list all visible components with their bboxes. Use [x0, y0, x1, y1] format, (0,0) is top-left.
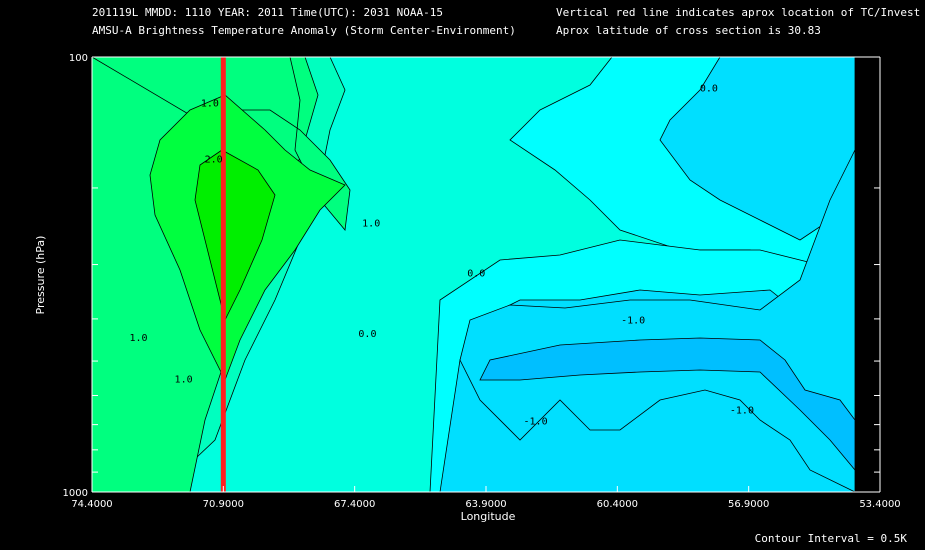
axes: [91, 56, 881, 493]
x-axis-label: Longitude: [461, 510, 516, 523]
contour-interval: Contour Interval = 0.5K: [754, 532, 907, 545]
contour-label: 1.0: [175, 374, 193, 385]
contour-label: -1.0: [730, 406, 754, 417]
axis-ticks: 74.4000 70.9000 67.4000 63.9000 60.4000 56.90…: [34, 53, 901, 523]
header-line-4: Aprox latitude of cross section is 30.83: [556, 24, 821, 37]
contour-fills: [92, 57, 855, 492]
band-neg1-5: [479, 337, 855, 471]
y-tick-label: 1000: [63, 488, 88, 499]
y-tick-label: 100: [69, 53, 88, 64]
header-line-3: Vertical red line indicates aprox locati…: [556, 6, 921, 19]
y-axis-label: Pressure (hPa): [34, 236, 47, 315]
contour-label: 1.0: [201, 99, 219, 110]
x-tick-label: 53.4000: [859, 499, 900, 510]
x-tick-label: 63.9000: [465, 499, 506, 510]
x-tick-label: 67.4000: [334, 499, 375, 510]
band-2: [194, 149, 276, 322]
contour-labels: 1.0 2.0 1.0 0.0 0.0 0.0 -1.0 1.0 1.0 -1.0 -1.0 -1.0: [130, 83, 882, 427]
contour-label: 1.0: [130, 333, 148, 344]
contour-label: 2.0: [205, 155, 223, 166]
header-line-2: AMSU-A Brightness Temperature Anomaly (S…: [92, 24, 516, 37]
contour-label: 0.0: [467, 269, 485, 280]
x-tick-label: 70.9000: [203, 499, 244, 510]
band-neg1-inner: [459, 149, 855, 492]
contour-label: -1.0: [621, 316, 645, 327]
contour-label: 0.0: [358, 329, 376, 340]
contour-label: -1.0: [524, 417, 548, 428]
x-tick-label: 60.4000: [597, 499, 638, 510]
x-tick-label: 56.9000: [728, 499, 769, 510]
contour-label: -1.0: [857, 214, 881, 225]
contour-label: 0.0: [700, 83, 718, 94]
header-line-1: 201119L MMDD: 1110 YEAR: 2011 Time(UTC):…: [92, 6, 443, 19]
contour-label: 1.0: [362, 218, 380, 229]
x-tick-label: 74.4000: [71, 499, 112, 510]
